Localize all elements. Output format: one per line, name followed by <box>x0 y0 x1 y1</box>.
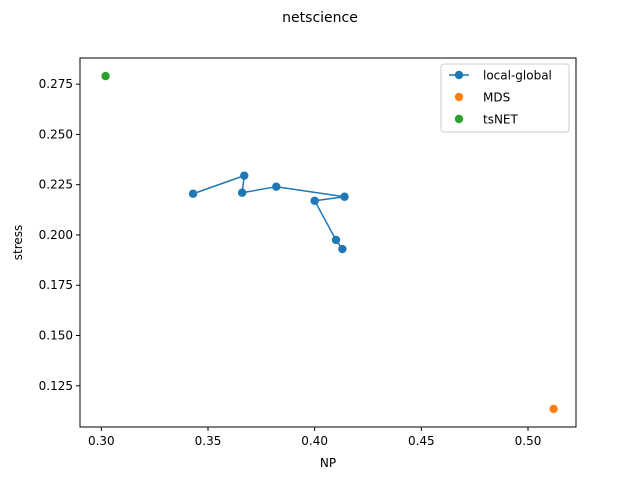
plot-area: 0.30 0.35 0.40 0.45 0.50 0.125 0.150 0.175 0.20… <box>39 57 577 448</box>
data-point-local-global <box>188 189 198 198</box>
y-tick-label: 0.250 <box>39 127 73 141</box>
data-point-local-global <box>237 188 247 197</box>
y-tick-label: 0.200 <box>39 228 73 242</box>
y-tick-label: 0.275 <box>39 77 73 91</box>
data-point-tsnet <box>101 71 110 81</box>
plot-frame <box>79 57 577 428</box>
legend-label-local-global: local-global <box>483 69 552 83</box>
data-point-local-global <box>240 171 249 180</box>
x-tick-label: 0.30 <box>88 434 115 448</box>
x-tick-label: 0.50 <box>515 434 542 448</box>
legend-marker-local-global <box>454 70 464 80</box>
legend-box <box>440 63 570 133</box>
x-tick-label: 0.35 <box>195 434 222 448</box>
y-axis-label: stress <box>11 225 25 261</box>
x-tick-label: 0.45 <box>408 434 435 448</box>
data-point-mds <box>549 404 558 414</box>
data-point-local-global <box>340 192 349 201</box>
x-tick-label: 0.40 <box>301 434 328 448</box>
y-tick-label: 0.150 <box>39 329 73 343</box>
chart-title: netscience <box>282 10 358 26</box>
legend: local-global MDS tsNET <box>440 63 570 133</box>
y-tick-label: 0.225 <box>39 178 73 192</box>
legend-label-tsnet: tsNET <box>483 113 519 127</box>
data-point-local-global <box>310 196 319 205</box>
data-point-local-global <box>272 182 281 191</box>
legend-entry-local-global: local-global <box>449 69 552 83</box>
data-point-local-global <box>331 235 341 245</box>
legend-marker-tsnet <box>454 114 464 124</box>
series-line-local-global <box>192 174 345 250</box>
y-tick-label: 0.175 <box>39 278 73 292</box>
y-axis: 0.125 0.150 0.175 0.200 0.225 0.250 0.275 <box>39 77 80 393</box>
legend-entry-mds: MDS <box>454 91 510 105</box>
legend-marker-mds <box>454 92 464 102</box>
x-axis-label: NP <box>320 456 336 470</box>
y-tick-label: 0.125 <box>39 379 73 393</box>
series-layer <box>101 71 558 414</box>
legend-entry-tsnet: tsNET <box>454 113 519 127</box>
legend-label-mds: MDS <box>483 91 510 105</box>
x-axis: 0.30 0.35 0.40 0.45 0.50 <box>88 427 541 448</box>
data-point-local-global <box>338 244 347 254</box>
